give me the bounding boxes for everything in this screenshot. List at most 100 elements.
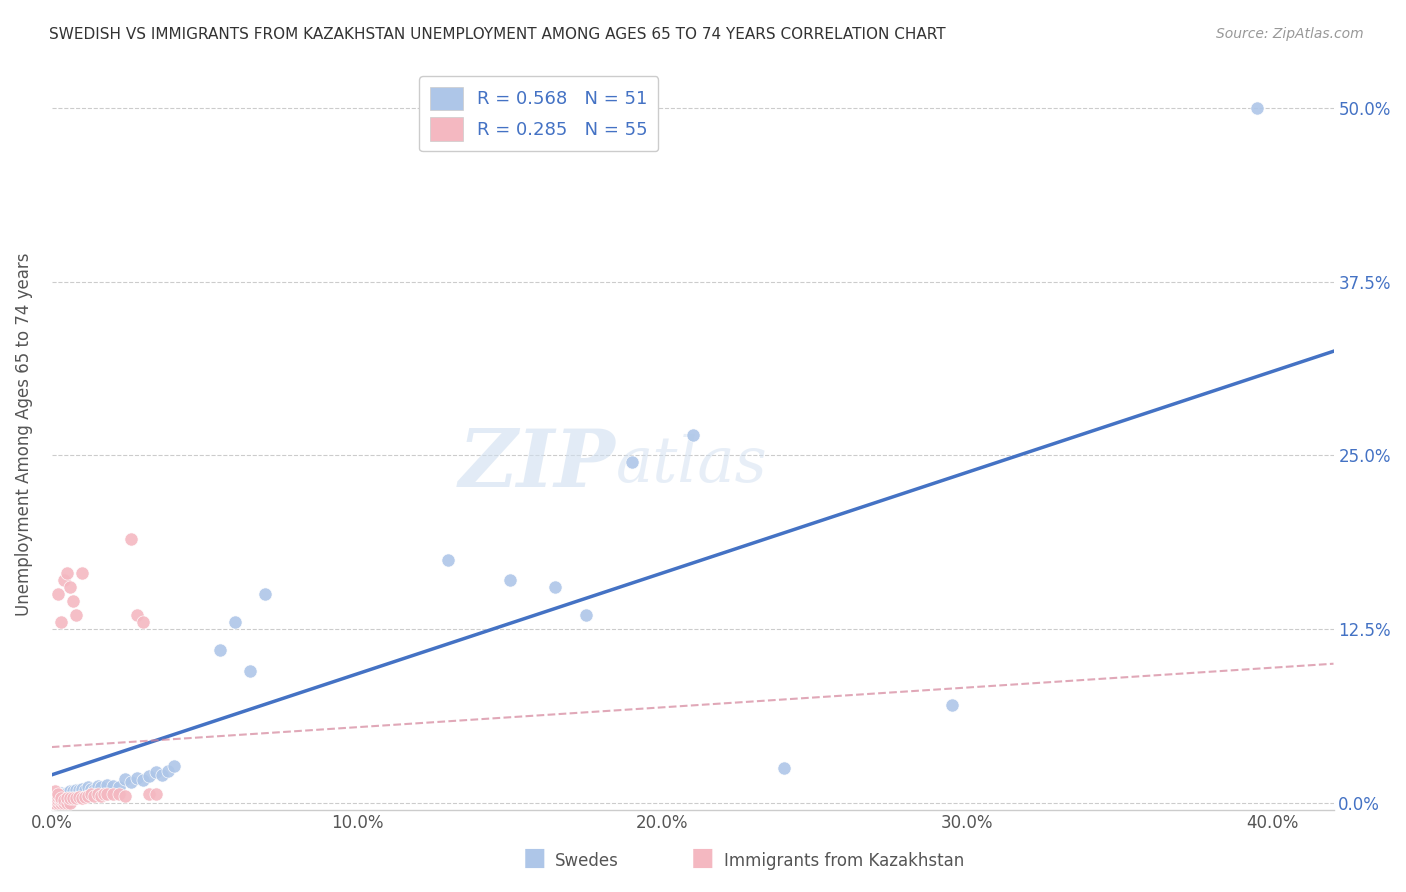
Text: SWEDISH VS IMMIGRANTS FROM KAZAKHSTAN UNEMPLOYMENT AMONG AGES 65 TO 74 YEARS COR: SWEDISH VS IMMIGRANTS FROM KAZAKHSTAN UN…	[49, 27, 946, 42]
Point	[46, 790, 69, 805]
Legend: R = 0.568   N = 51, R = 0.285   N = 55: R = 0.568 N = 51, R = 0.285 N = 55	[419, 76, 658, 152]
Point	[56, 791, 79, 805]
Text: atlas: atlas	[616, 434, 768, 495]
Point	[44, 791, 66, 805]
Point	[90, 789, 112, 803]
Point	[49, 796, 72, 810]
Text: Swedes: Swedes	[555, 852, 619, 870]
Point	[86, 779, 108, 793]
Point	[127, 771, 149, 785]
Point	[49, 789, 72, 803]
Text: Immigrants from Kazakhstan: Immigrants from Kazakhstan	[724, 852, 965, 870]
Point	[127, 608, 149, 623]
Point	[72, 566, 94, 581]
Point	[59, 784, 82, 798]
Point	[72, 781, 94, 796]
Point	[44, 796, 66, 810]
Point	[156, 764, 179, 778]
Point	[67, 790, 90, 805]
Point	[120, 532, 142, 546]
Point	[138, 787, 160, 801]
Point	[62, 594, 84, 608]
Point	[52, 790, 75, 805]
Point	[96, 787, 118, 801]
Point	[46, 587, 69, 601]
Point	[41, 793, 63, 807]
Point	[83, 789, 105, 803]
Point	[49, 793, 72, 807]
Point	[86, 787, 108, 801]
Point	[56, 789, 79, 803]
Point	[145, 787, 167, 801]
Point	[72, 784, 94, 798]
Point	[101, 787, 124, 801]
Point	[77, 789, 100, 803]
Point	[56, 566, 79, 581]
Point	[145, 765, 167, 780]
Point	[62, 784, 84, 798]
Point	[41, 796, 63, 810]
Point	[941, 698, 963, 713]
Point	[239, 664, 262, 678]
Point	[96, 778, 118, 792]
Y-axis label: Unemployment Among Ages 65 to 74 years: Unemployment Among Ages 65 to 74 years	[15, 252, 32, 616]
Point	[208, 643, 231, 657]
Text: Source: ZipAtlas.com: Source: ZipAtlas.com	[1216, 27, 1364, 41]
Point	[108, 787, 131, 801]
Point	[80, 781, 103, 796]
Point	[75, 790, 97, 805]
Point	[120, 774, 142, 789]
Point	[52, 787, 75, 801]
Point	[49, 786, 72, 800]
Point	[80, 787, 103, 801]
Point	[59, 580, 82, 594]
Point	[52, 793, 75, 807]
Point	[254, 587, 277, 601]
Point	[65, 791, 87, 805]
Point	[114, 772, 136, 786]
Point	[544, 580, 567, 594]
Point	[65, 608, 87, 623]
Point	[56, 796, 79, 810]
Point	[575, 608, 598, 623]
Point	[41, 796, 63, 810]
Point	[49, 791, 72, 805]
Point	[46, 787, 69, 801]
Point	[46, 787, 69, 801]
Text: ZIP: ZIP	[458, 425, 616, 503]
Point	[46, 796, 69, 810]
Point	[59, 796, 82, 810]
Point	[59, 791, 82, 805]
Point	[65, 787, 87, 801]
Point	[773, 761, 796, 775]
Point	[67, 786, 90, 800]
Point	[41, 796, 63, 810]
Point	[62, 789, 84, 803]
Point	[44, 784, 66, 798]
Point	[44, 793, 66, 807]
Point	[44, 789, 66, 803]
Point	[67, 783, 90, 797]
Point	[65, 783, 87, 797]
Point	[83, 783, 105, 797]
Point	[682, 427, 704, 442]
Point	[1246, 101, 1268, 115]
Point	[46, 793, 69, 807]
Point	[114, 789, 136, 803]
Point	[59, 787, 82, 801]
Point	[62, 791, 84, 805]
Point	[90, 780, 112, 795]
Point	[72, 791, 94, 805]
Point	[46, 790, 69, 805]
Point	[49, 615, 72, 629]
Point	[150, 768, 173, 782]
Point	[75, 783, 97, 797]
Point	[108, 780, 131, 795]
Point	[44, 789, 66, 803]
Point	[620, 455, 643, 469]
Point	[138, 769, 160, 783]
Point	[41, 796, 63, 810]
Point	[41, 796, 63, 810]
Point	[163, 759, 186, 773]
Text: ■: ■	[692, 846, 714, 870]
